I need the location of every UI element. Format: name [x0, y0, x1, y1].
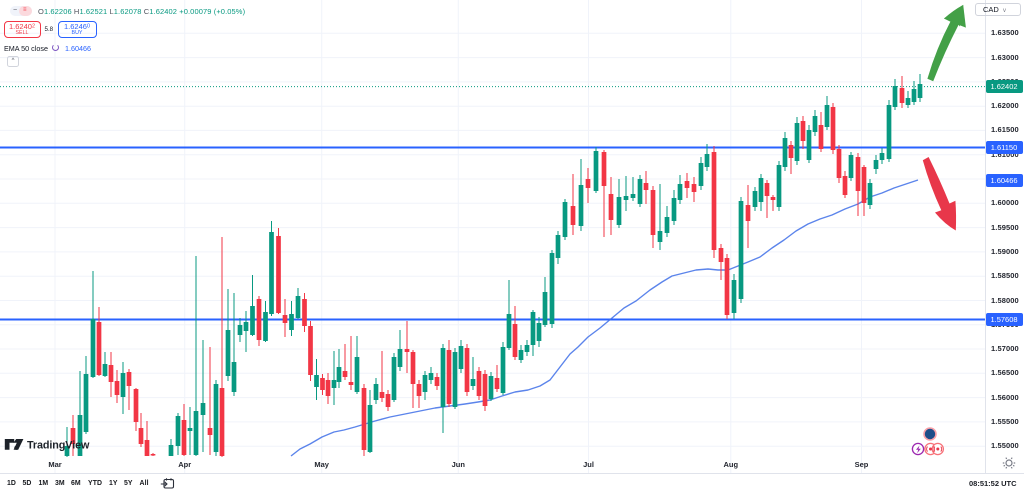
svg-text:TradingView: TradingView [27, 440, 90, 452]
